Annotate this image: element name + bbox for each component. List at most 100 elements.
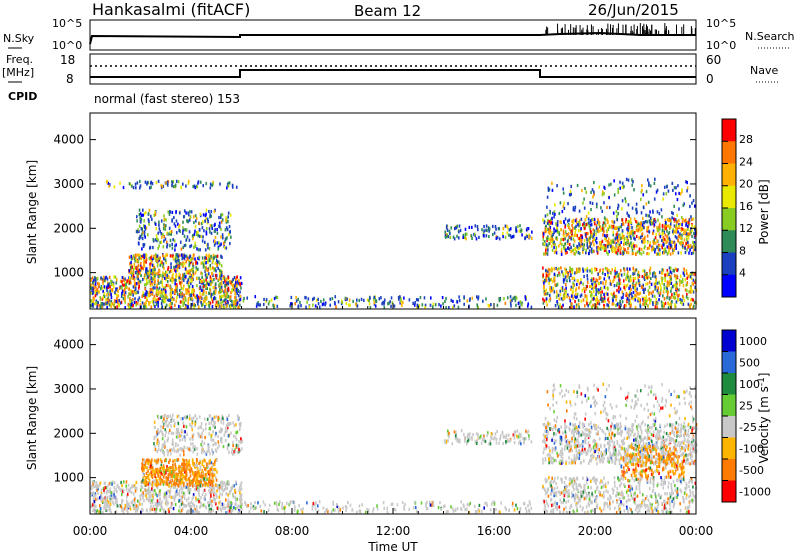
range-cell [623, 184, 625, 189]
range-cell [193, 245, 195, 250]
range-cell [399, 301, 402, 305]
range-cell [580, 280, 582, 285]
range-cell [681, 233, 683, 237]
range-cell [96, 305, 98, 309]
range-cell [576, 183, 579, 188]
range-cell [669, 296, 672, 300]
range-cell [626, 283, 629, 287]
range-cell [143, 464, 146, 468]
range-cell [606, 245, 609, 249]
range-cell [545, 299, 548, 304]
range-cell [223, 293, 226, 297]
range-cell [157, 179, 160, 183]
range-cell [160, 463, 163, 467]
range-cell [602, 190, 604, 194]
range-cell [240, 508, 242, 512]
range-cell [601, 193, 604, 197]
range-cell [144, 292, 147, 296]
range-cell [111, 280, 113, 284]
range-cell [567, 246, 569, 250]
range-cell [144, 235, 147, 239]
range-cell [220, 254, 222, 258]
range-cell [92, 482, 94, 486]
range-cell [165, 293, 167, 298]
range-cell [601, 290, 603, 294]
range-cell [627, 220, 629, 224]
range-cell [658, 298, 660, 302]
range-cell [670, 271, 673, 275]
range-cell [255, 304, 258, 308]
range-cell [653, 223, 656, 227]
range-cell [543, 221, 546, 225]
range-cell [97, 301, 100, 305]
range-cell [187, 288, 190, 292]
range-cell [496, 235, 499, 240]
range-cell [220, 503, 223, 507]
range-cell [589, 245, 591, 249]
range-cell [161, 235, 163, 239]
range-cell [116, 504, 119, 508]
range-cell [441, 295, 444, 300]
range-cell [216, 483, 218, 488]
range-cell [600, 286, 603, 291]
range-cell [644, 273, 646, 277]
range-cell [618, 245, 620, 249]
range-cell [615, 233, 618, 237]
range-cell [553, 272, 556, 276]
range-cell [228, 482, 230, 486]
range-cell [678, 278, 681, 283]
range-cell [595, 278, 598, 282]
range-cell [629, 217, 632, 221]
range-cell [112, 285, 115, 289]
range-cell [456, 300, 459, 304]
range-cell [584, 233, 587, 237]
range-cell [641, 232, 644, 236]
range-cell [145, 211, 147, 215]
range-cell [93, 503, 96, 507]
range-cell [548, 219, 551, 224]
range-cell [146, 490, 149, 495]
range-cell [168, 298, 170, 302]
range-cell [191, 234, 194, 238]
range-cell [207, 268, 209, 272]
range-cell [630, 241, 632, 245]
range-cell [637, 222, 640, 226]
range-cell [153, 276, 156, 281]
range-cell [220, 297, 222, 301]
range-cell [207, 255, 210, 259]
range-cell [403, 296, 405, 300]
range-cell [429, 303, 432, 307]
range-cell [107, 296, 109, 300]
range-cell [145, 280, 148, 284]
range-cell [475, 237, 478, 241]
range-cell [216, 506, 219, 510]
range-cell [206, 275, 208, 279]
range-cell [220, 213, 222, 217]
range-cell [194, 509, 196, 513]
range-cell [416, 305, 418, 309]
range-cell [218, 501, 220, 505]
range-cell [143, 224, 145, 228]
range-cell [583, 290, 586, 294]
range-cell [117, 289, 119, 293]
range-cell [131, 265, 134, 269]
range-cell [615, 209, 618, 214]
range-cell [163, 472, 166, 476]
range-cell [179, 510, 182, 514]
range-cell [140, 227, 143, 231]
range-cell [185, 228, 188, 232]
range-cell [230, 504, 233, 508]
range-cell [173, 496, 176, 500]
range-cell [662, 231, 665, 235]
range-cell [682, 271, 685, 275]
range-cell [591, 293, 593, 297]
range-cell [228, 502, 231, 506]
range-cell [230, 291, 232, 295]
range-cell [190, 277, 192, 281]
range-cell [419, 295, 422, 300]
range-cell [231, 486, 233, 491]
range-cell [227, 219, 229, 224]
range-cell [348, 298, 351, 302]
range-cell [552, 211, 554, 216]
range-cell [663, 297, 666, 301]
